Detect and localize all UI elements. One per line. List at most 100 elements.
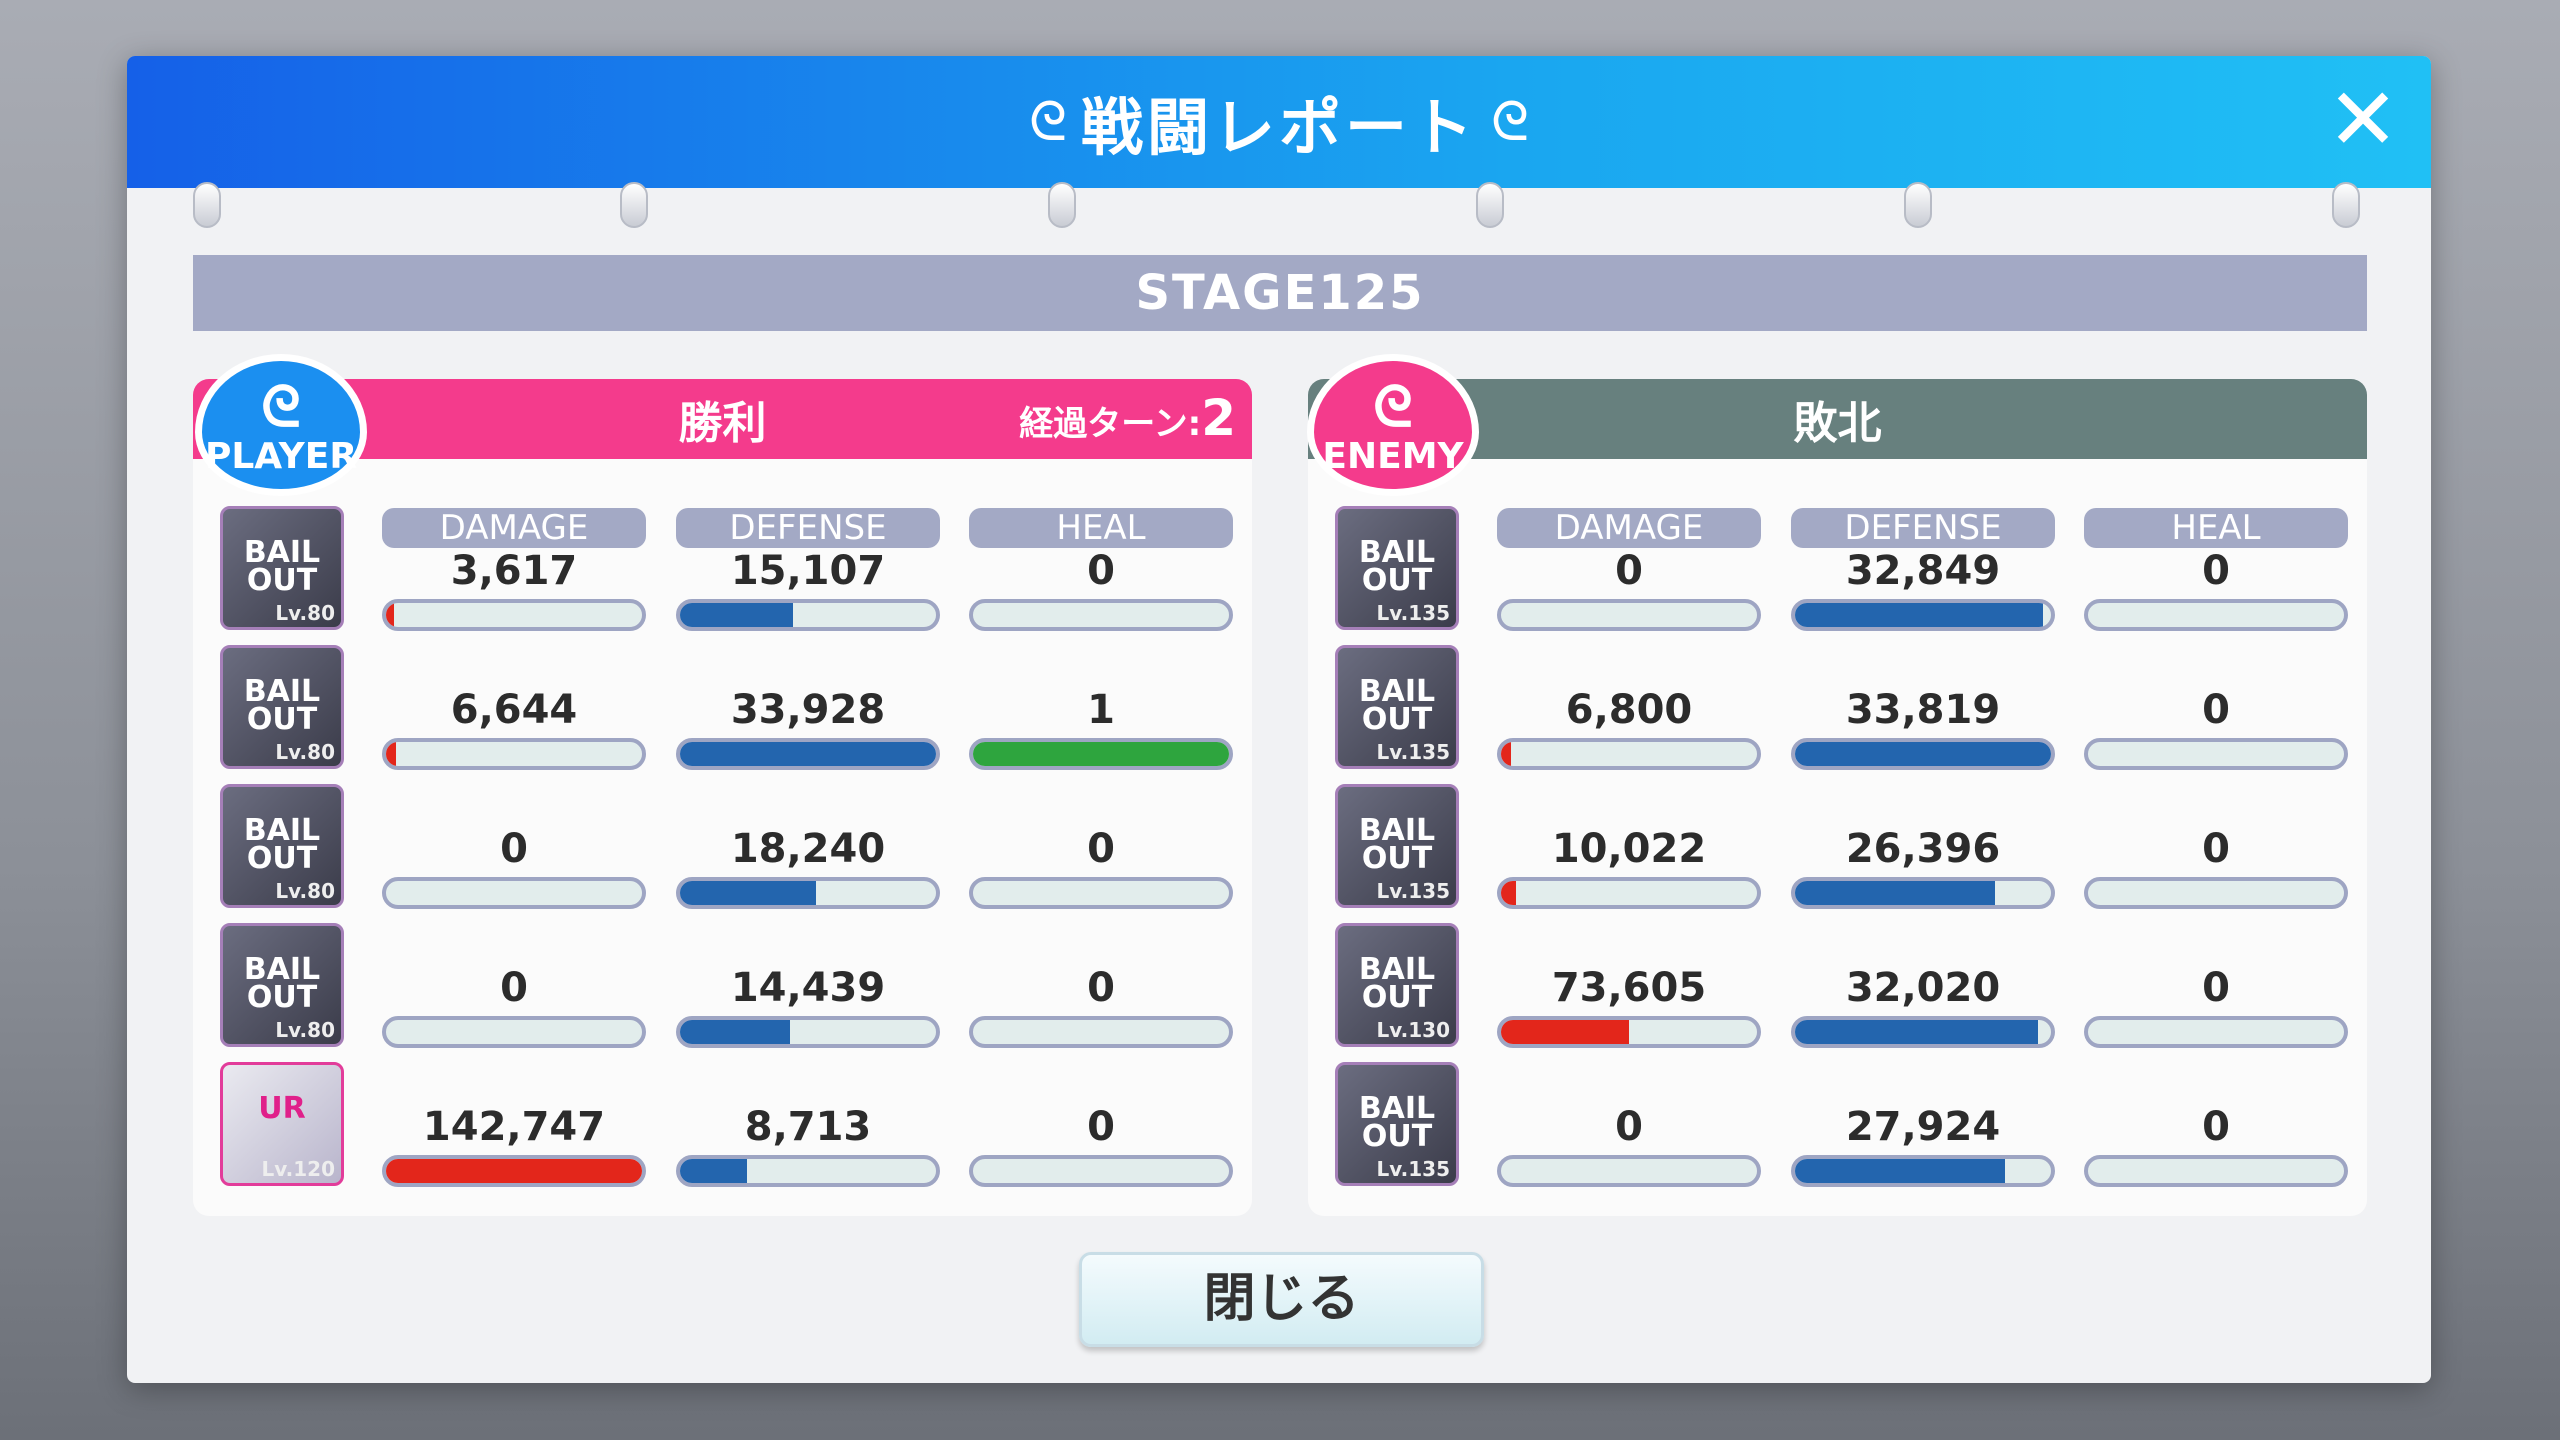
damage-bar-fill xyxy=(1501,742,1512,766)
heal-value: 0 xyxy=(2202,965,2230,1011)
pin-decoration xyxy=(1904,182,1932,228)
column-header-defense: DEFENSE xyxy=(1791,508,2055,548)
heal-value: 0 xyxy=(2202,548,2230,594)
defense-bar xyxy=(1791,1155,2055,1187)
level-label: Lv.130 xyxy=(1376,1018,1451,1042)
battle-report-dialog: ᘓ 戦闘レポート ᘓ ✕ STAGE125 勝利 経過ターン:2 BAIL OU… xyxy=(127,56,2431,1383)
portrait-label: BAIL OUT xyxy=(1358,535,1436,598)
heal-bar xyxy=(969,877,1233,909)
defense-bar-fill xyxy=(1795,603,2044,627)
defense-bar xyxy=(676,877,940,909)
heal-bar-fill xyxy=(973,742,1229,766)
enemy-panel: 敗北 BAIL OUT Lv.135 DAMAGE 0 DEFENSE 32,849 HEA… xyxy=(1308,379,2367,1216)
portrait-label: BAIL OUT xyxy=(1358,952,1436,1015)
defense-bar xyxy=(1791,877,2055,909)
close-icon[interactable]: ✕ xyxy=(2326,70,2400,170)
character-portrait[interactable]: BAIL OUT Lv.80 xyxy=(220,645,344,769)
close-button[interactable]: 閉じる xyxy=(1079,1252,1484,1347)
portrait-label: UR xyxy=(258,1091,306,1126)
enemy-row: BAIL OUT Lv.135 10,022 26,396 0 xyxy=(1308,784,2367,909)
player-row: BAIL OUT Lv.80 0 14,439 0 xyxy=(193,923,1252,1048)
damage-value: 6,800 xyxy=(1565,687,1693,733)
defense-bar xyxy=(676,599,940,631)
heal-bar xyxy=(2084,599,2348,631)
character-portrait[interactable]: BAIL OUT Lv.80 xyxy=(220,923,344,1047)
character-portrait[interactable]: BAIL OUT Lv.80 xyxy=(220,506,344,630)
defense-bar-fill xyxy=(680,603,793,627)
portrait-label: BAIL OUT xyxy=(1358,813,1436,876)
damage-value: 0 xyxy=(1615,548,1643,594)
heal-bar xyxy=(2084,1016,2348,1048)
wing-icon: ᘓ xyxy=(1028,90,1067,153)
level-label: Lv.135 xyxy=(1376,740,1451,764)
heal-bar xyxy=(2084,1155,2348,1187)
defense-value: 8,713 xyxy=(744,1104,872,1150)
heal-value: 0 xyxy=(1087,826,1115,872)
enemy-row: BAIL OUT Lv.135 0 27,924 0 xyxy=(1308,1062,2367,1187)
player-row: BAIL OUT Lv.80 DAMAGE 3,617 DEFENSE 15,107 HEA… xyxy=(193,506,1252,631)
level-label: Lv.135 xyxy=(1376,1157,1451,1181)
heal-value: 0 xyxy=(1087,548,1115,594)
pin-decoration xyxy=(1476,182,1504,228)
damage-value: 0 xyxy=(1615,1104,1643,1150)
damage-bar-fill xyxy=(386,1159,642,1183)
character-portrait[interactable]: BAIL OUT Lv.135 xyxy=(1335,1062,1459,1186)
dialog-header: ᘓ 戦闘レポート ᘓ ✕ xyxy=(127,56,2431,188)
damage-bar xyxy=(382,599,646,631)
defense-value: 15,107 xyxy=(730,548,886,594)
player-result: 勝利 xyxy=(678,398,767,449)
dialog-title: 戦闘レポート xyxy=(1080,91,1477,164)
heal-value: 0 xyxy=(1087,965,1115,1011)
wing-icon: ᘓ xyxy=(1491,90,1530,153)
player-row: BAIL OUT Lv.80 6,644 33,928 1 xyxy=(193,645,1252,770)
heal-bar xyxy=(2084,738,2348,770)
enemy-row: BAIL OUT Lv.130 73,605 32,020 0 xyxy=(1308,923,2367,1048)
character-portrait[interactable]: BAIL OUT Lv.80 xyxy=(220,784,344,908)
character-portrait[interactable]: BAIL OUT Lv.135 xyxy=(1335,784,1459,908)
level-label: Lv.120 xyxy=(261,1157,336,1181)
defense-value: 33,928 xyxy=(730,687,886,733)
pin-decoration xyxy=(193,182,221,228)
heal-value: 0 xyxy=(2202,1104,2230,1150)
stage-label: STAGE125 xyxy=(193,255,2367,331)
column-header-damage: DAMAGE xyxy=(1497,508,1761,548)
column-header-defense: DEFENSE xyxy=(676,508,940,548)
enemy-badge: ᘓ ENEMY xyxy=(1307,354,1479,496)
level-label: Lv.80 xyxy=(275,879,335,903)
portrait-label: BAIL OUT xyxy=(243,674,321,737)
wing-icon: ᘓ xyxy=(261,375,301,440)
defense-bar-fill xyxy=(1795,881,1995,905)
level-label: Lv.80 xyxy=(275,601,335,625)
heal-value: 0 xyxy=(2202,687,2230,733)
column-header-heal: HEAL xyxy=(969,508,1233,548)
defense-value: 32,020 xyxy=(1845,965,2001,1011)
player-badge: ᘓ PLAYER xyxy=(195,354,367,496)
damage-value: 142,747 xyxy=(422,1104,606,1150)
level-label: Lv.135 xyxy=(1376,601,1451,625)
character-portrait[interactable]: BAIL OUT Lv.135 xyxy=(1335,645,1459,769)
damage-bar xyxy=(382,1016,646,1048)
character-portrait[interactable]: BAIL OUT Lv.135 xyxy=(1335,506,1459,630)
damage-value: 73,605 xyxy=(1551,965,1707,1011)
defense-bar xyxy=(1791,738,2055,770)
pin-decoration xyxy=(2332,182,2360,228)
heal-value: 1 xyxy=(1087,687,1115,733)
pin-decoration xyxy=(1048,182,1076,228)
damage-bar xyxy=(382,1155,646,1187)
character-portrait[interactable]: BAIL OUT Lv.130 xyxy=(1335,923,1459,1047)
defense-value: 18,240 xyxy=(730,826,886,872)
enemy-row: BAIL OUT Lv.135 6,800 33,819 0 xyxy=(1308,645,2367,770)
defense-bar-fill xyxy=(680,881,816,905)
column-header-heal: HEAL xyxy=(2084,508,2348,548)
enemy-result-header: 敗北 xyxy=(1308,379,2367,459)
heal-bar xyxy=(2084,877,2348,909)
damage-bar-fill xyxy=(386,603,394,627)
portrait-label: BAIL OUT xyxy=(1358,674,1436,737)
damage-bar-fill xyxy=(1501,881,1517,905)
level-label: Lv.135 xyxy=(1376,879,1451,903)
defense-bar xyxy=(1791,599,2055,631)
turn-count: 経過ターン:2 xyxy=(1019,389,1236,447)
character-portrait[interactable]: UR Lv.120 xyxy=(220,1062,344,1186)
damage-bar xyxy=(382,877,646,909)
heal-bar xyxy=(969,738,1233,770)
